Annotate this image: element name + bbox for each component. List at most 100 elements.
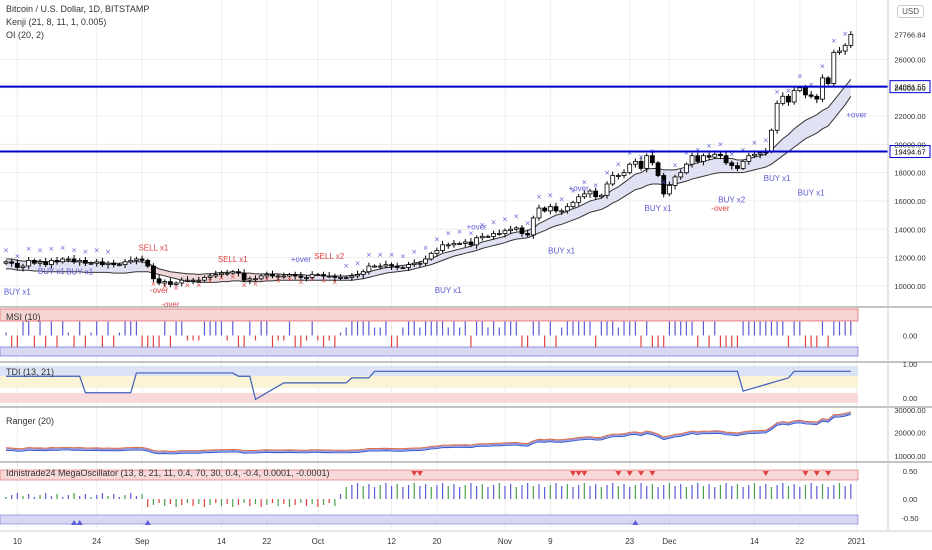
- sell-arrow-marker: [575, 471, 582, 476]
- key-level-value: 19494.67: [894, 148, 925, 157]
- trend-marker: ×: [808, 81, 814, 89]
- study-oi-label: OI (20, 2): [6, 30, 45, 40]
- trend-marker: ×: [570, 187, 576, 195]
- candle-body: [519, 227, 525, 234]
- tdi-mid-zone: [0, 376, 858, 388]
- sell-arrow-marker: [802, 471, 809, 476]
- candle-body: [287, 274, 292, 277]
- candle-body: [151, 265, 156, 280]
- trend-marker: ×: [321, 277, 327, 285]
- candle-body: [304, 276, 309, 279]
- trend-marker: ×: [740, 146, 746, 154]
- candle-body: [559, 210, 565, 213]
- trend-marker: ×: [717, 141, 723, 149]
- buy-arrow-marker: [632, 520, 639, 525]
- key-level-value: 24081.55: [894, 83, 925, 92]
- candle-body: [31, 259, 37, 264]
- candle-body: [695, 155, 701, 162]
- trend-marker: ×: [525, 220, 531, 228]
- trend-marker: ×: [332, 278, 338, 286]
- trend-marker: ×: [695, 146, 701, 154]
- trend-marker: ×: [173, 284, 179, 292]
- trend-marker: ×: [536, 193, 542, 201]
- band-layer: [6, 79, 852, 283]
- candle-body: [389, 264, 394, 267]
- candle-body: [712, 153, 718, 158]
- candle-body: [343, 276, 349, 279]
- candle-body: [190, 279, 196, 282]
- sell-arrow-marker: [615, 471, 622, 476]
- candle-body: [791, 90, 797, 103]
- trend-marker: ×: [230, 273, 236, 281]
- candle-body: [168, 281, 173, 285]
- candle-body: [746, 155, 752, 162]
- trend-marker: ×: [377, 251, 383, 259]
- sell-arrow-marker: [762, 471, 769, 476]
- trend-marker: ×: [581, 179, 587, 187]
- trend-marker: ×: [638, 153, 644, 161]
- price-tick-label: 16000.00: [894, 197, 925, 206]
- candle-body: [774, 102, 780, 131]
- time-tick-label: 14: [750, 537, 759, 546]
- trend-marker: ×: [559, 196, 565, 204]
- candle-body: [26, 259, 32, 267]
- trend-marker: ×: [661, 179, 667, 187]
- trend-marker: ×: [615, 160, 621, 168]
- time-tick-label: 2021: [848, 537, 866, 546]
- candle-body: [82, 259, 88, 264]
- time-tick-label: 12: [387, 537, 396, 546]
- sell-arrow-marker: [813, 471, 820, 476]
- candle-body: [564, 206, 570, 212]
- candle-body: [428, 252, 434, 260]
- candle-body: [769, 129, 774, 152]
- indicator-tick-label: -0.50: [901, 514, 918, 523]
- candle-body: [213, 274, 219, 277]
- indicator-tick-label: 10000.00: [894, 452, 925, 461]
- candle-body: [372, 265, 377, 268]
- buy-arrow-marker: [76, 520, 83, 525]
- candle-body: [576, 196, 582, 203]
- candle-body: [530, 217, 536, 236]
- candle-body: [173, 282, 179, 285]
- indicator-tick-label: 30000.00: [894, 406, 925, 415]
- trend-marker: ×: [752, 139, 758, 147]
- signal-label: -over: [711, 204, 730, 213]
- trend-marker: ×: [502, 215, 508, 223]
- candle-body: [496, 233, 502, 235]
- key-level-tag: [889, 80, 931, 94]
- time-tick-label: Sep: [135, 537, 150, 546]
- trend-marker: ×: [37, 247, 43, 255]
- candle-body: [525, 233, 531, 236]
- candle-body: [803, 87, 808, 96]
- signal-label: BUY x1: [548, 246, 576, 255]
- trend-marker: ×: [219, 274, 225, 282]
- candle-body: [814, 95, 820, 100]
- candle-body: [94, 261, 100, 264]
- signal-label: BUY x1: [4, 287, 32, 296]
- trend-marker: ×: [355, 259, 361, 267]
- mega-overbought-zone: [0, 469, 859, 481]
- candle-body: [315, 274, 321, 276]
- trend-marker: ×: [389, 251, 395, 259]
- price-tick-label: 12000.00: [894, 254, 925, 263]
- signal-label: BUY x1: [435, 286, 463, 295]
- candle-body: [241, 272, 247, 281]
- band-fill: [6, 79, 851, 283]
- candle-body: [355, 274, 360, 277]
- candle-body: [462, 241, 468, 244]
- level-layer: 24081.55 19494.67: [0, 80, 931, 159]
- key-level-tag: [889, 145, 931, 159]
- currency-button[interactable]: USD: [897, 5, 924, 18]
- candle-body: [593, 190, 599, 198]
- trend-marker: ×: [162, 283, 168, 291]
- candle-body: [122, 261, 128, 266]
- candle-body: [253, 278, 258, 281]
- candle-body: [20, 265, 26, 268]
- msi-oversold-zone: [0, 346, 859, 357]
- signal-label: BUY x2: [718, 195, 746, 204]
- indicator-tick-label: 20000.00: [894, 428, 925, 437]
- candle-body: [547, 206, 553, 212]
- candle-body: [729, 162, 735, 167]
